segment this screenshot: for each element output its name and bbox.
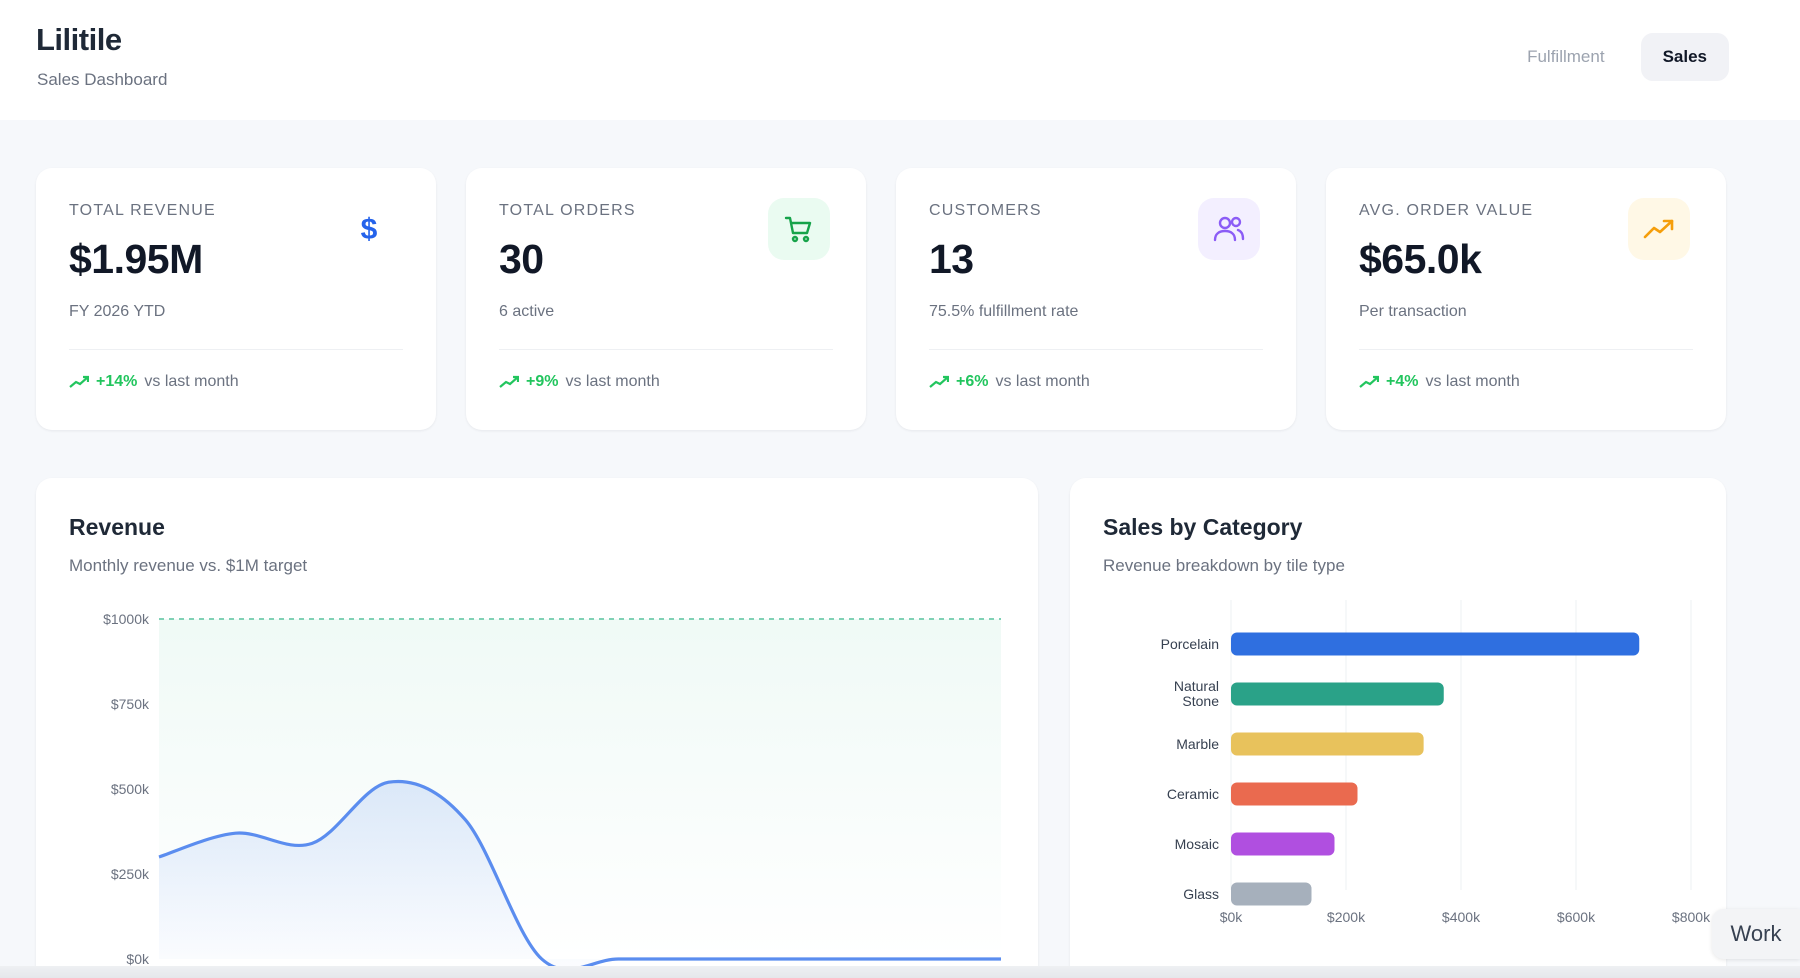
kpi-subtext: Per transaction [1359, 303, 1467, 320]
y-tick-label: $250k [111, 866, 150, 882]
kpi-subtext: FY 2026 YTD [69, 303, 166, 320]
kpi-trend: +14% vs last month [69, 373, 239, 391]
panel-title: Revenue [69, 514, 165, 540]
category-label: Glass [1183, 886, 1219, 902]
kpi-label: Avg. Order Value [1359, 202, 1534, 219]
kpi-value: 30 [499, 236, 544, 282]
kpi-delta-text: vs last month [995, 373, 1090, 390]
category-label: Ceramic [1167, 786, 1219, 802]
bottom-edge [0, 966, 1800, 978]
kpi-divider [499, 349, 833, 350]
kpi-card-avg-order-value: Avg. Order Value $65.0k Per transaction … [1326, 168, 1726, 430]
app-title: Lilitile [36, 22, 122, 57]
app-subtitle: Sales Dashboard [37, 70, 168, 89]
category-bar [1231, 682, 1444, 706]
panel-subtitle: Monthly revenue vs. $1M target [69, 556, 308, 575]
kpi-card-customers: Customers 13 75.5% fulfillment rate +6% … [896, 168, 1296, 430]
panel-subtitle: Revenue breakdown by tile type [1103, 556, 1345, 575]
kpi-card-total-orders: Total Orders 30 6 active +9% vs last mon… [466, 168, 866, 430]
category-panel: Sales by Category Revenue breakdown by t… [1070, 478, 1726, 978]
y-tick-label: $1000k [103, 611, 150, 627]
kpi-value: $1.95M [69, 236, 203, 282]
category-label: Marble [1176, 736, 1219, 752]
category-bar [1231, 882, 1312, 906]
y-tick-label: $0k [126, 951, 150, 967]
work-tab[interactable]: Work [1712, 909, 1800, 959]
x-tick-label: $800k [1672, 909, 1711, 925]
trending-up-icon [1628, 198, 1690, 260]
x-tick-label: $400k [1442, 909, 1481, 925]
category-bar [1231, 632, 1640, 656]
revenue-panel: Revenue Monthly revenue vs. $1M target $… [36, 478, 1038, 978]
kpi-label: Total Orders [499, 202, 636, 219]
tab-sales[interactable]: Sales [1640, 33, 1729, 81]
top-bar: Lilitile Sales Dashboard Fulfillment Sal… [0, 0, 1800, 120]
kpi-card-total-revenue: Total Revenue $1.95M FY 2026 YTD +14% vs… [36, 168, 436, 430]
x-tick-label: $600k [1557, 909, 1596, 925]
tab-fulfillment[interactable]: Fulfillment [1527, 47, 1605, 66]
kpi-trend: +4% vs last month [1359, 373, 1520, 391]
category-label: Stone [1182, 693, 1219, 709]
kpi-delta: +14% [96, 373, 138, 390]
view-tabs: Fulfillment Sales [1505, 33, 1729, 81]
kpi-divider [1359, 349, 1693, 350]
category-label: Porcelain [1161, 636, 1219, 652]
kpi-value: $65.0k [1359, 236, 1482, 282]
revenue-chart: $1000k $750k $500k $250k $0k [103, 611, 1001, 971]
kpi-delta: +9% [526, 373, 559, 390]
y-tick-label: $750k [111, 696, 150, 712]
y-tick-label: $500k [111, 781, 150, 797]
revenue-line [158, 779, 1001, 971]
trend-up-icon [499, 375, 519, 388]
revenue-area [159, 781, 1001, 970]
category-bar [1231, 832, 1335, 856]
x-tick-label: $200k [1327, 909, 1366, 925]
category-label: Natural [1174, 678, 1219, 694]
users-icon [1198, 198, 1260, 260]
svg-text:$: $ [361, 213, 378, 246]
kpi-label: Customers [929, 202, 1042, 219]
kpi-subtext: 75.5% fulfillment rate [929, 303, 1079, 320]
panel-title: Sales by Category [1103, 514, 1303, 540]
kpi-value: 13 [929, 236, 974, 282]
category-chart: $0k $200k $400k $600k $800k Porcelain NaturalS… [1161, 600, 1711, 925]
trend-up-icon [69, 375, 89, 388]
cart-icon [768, 198, 830, 260]
category-bar [1231, 782, 1358, 806]
trend-up-icon [1359, 375, 1379, 388]
kpi-trend: +9% vs last month [499, 373, 660, 391]
kpi-delta-text: vs last month [144, 373, 239, 390]
trend-up-icon [929, 375, 949, 388]
kpi-subtext: 6 active [499, 303, 555, 320]
kpi-divider [69, 349, 403, 350]
kpi-divider [929, 349, 1263, 350]
kpi-delta: +6% [956, 373, 989, 390]
dollar-icon: $ [338, 198, 400, 260]
kpi-delta: +4% [1386, 373, 1419, 390]
kpi-delta-text: vs last month [1425, 373, 1520, 390]
kpi-trend: +6% vs last month [929, 373, 1090, 391]
category-bar [1231, 732, 1424, 756]
kpi-label: Total Revenue [69, 202, 216, 219]
category-label: Mosaic [1175, 836, 1219, 852]
x-tick-label: $0k [1220, 909, 1244, 925]
kpi-delta-text: vs last month [565, 373, 660, 390]
